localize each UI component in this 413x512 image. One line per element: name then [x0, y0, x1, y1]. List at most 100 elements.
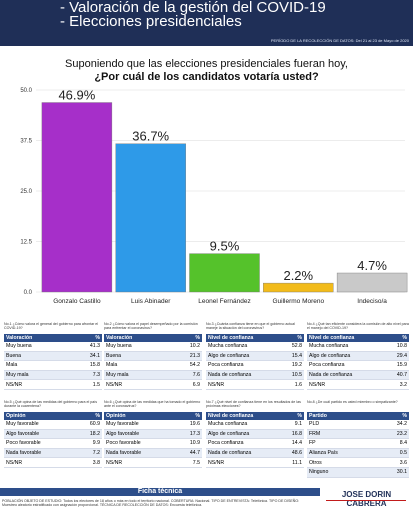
table-cell-label: Buena	[4, 351, 71, 362]
y-tick-label: 0.0	[24, 290, 33, 296]
table-cell-value: 15.8	[70, 360, 102, 371]
table-cell-value: 41.3	[70, 342, 102, 352]
table-row: Muy favorable 60.9	[4, 420, 102, 430]
table-cell-value: 48.6	[282, 448, 304, 459]
bar-value-label: 36.7%	[132, 129, 169, 144]
table-cell-value: 9.1	[282, 420, 304, 430]
table-question-note: No.6 ¿Qué opina de las medidas que ha to…	[104, 400, 201, 409]
table-row: Nada favorable 7.2	[4, 448, 102, 459]
bar	[263, 282, 334, 293]
table-cell-value: 54.2	[170, 360, 202, 371]
table-cell-label: Mala	[104, 360, 171, 371]
table-cell-label: Mucha confianza	[206, 420, 283, 430]
table-cell-label: Muy buena	[4, 342, 71, 352]
y-tick-label: 12.5	[20, 240, 32, 246]
table-row: Ninguno 30.1	[307, 467, 409, 478]
bar	[189, 253, 260, 293]
table-row: Mala 54.2	[104, 360, 202, 371]
table-row: NS/NR 1.5	[4, 379, 102, 390]
table-cell-value: 52.8	[282, 342, 304, 352]
bar-category-label: Gonzalo Castillo	[53, 298, 101, 305]
header-banner: - Valoración de la gestión del COVID-19 …	[0, 0, 413, 46]
table-cell-value: 16.8	[282, 429, 304, 440]
table-cell-label: Buena	[104, 351, 171, 362]
table-cell-label: Poca confianza	[206, 360, 283, 371]
table-row: Poca confianza 14.4	[206, 438, 304, 449]
table-cell-value: 1.5	[70, 379, 102, 390]
table-question-note: No.5 ¿Qué opina de las medidas del gobie…	[4, 400, 98, 409]
survey-table: Opinión% Muy favorable 19.6 Algo favorable 1…	[104, 412, 202, 468]
table-cell-label: NS/NR	[4, 457, 77, 468]
question-line1: Suponiendo que las elecciones presidenci…	[65, 58, 348, 70]
y-tick-label: 37.5	[20, 139, 32, 145]
table-cell-value: 7.2	[76, 448, 102, 459]
table-cell-label: Algo favorable	[104, 429, 177, 440]
table-cell-value: 19.2	[282, 360, 304, 371]
table-cell-value: 7.5	[176, 457, 202, 468]
table-cell-label: Muy mala	[104, 370, 171, 381]
table-cell-label: Mala	[4, 360, 71, 371]
table-header-cell: %	[386, 334, 409, 342]
header-title-line1: - Valoración de la gestión del COVID-19	[60, 0, 326, 16]
table-cell-label: Nada favorable	[4, 448, 77, 459]
table-header-cell: Nivel de confianza	[307, 334, 387, 342]
vote-intention-bar-chart: 50.0 37.5 25.0 12.5 0.0 46.9% Gonzalo Castillo…	[20, 88, 408, 305]
table-cell-label: FP	[307, 438, 379, 449]
table-cell-value: 3.2	[386, 379, 409, 390]
table-cell-value: 14.4	[282, 438, 304, 449]
table-row: Algo de confianza 29.4	[307, 351, 409, 362]
table-row: PLD 34.2	[307, 420, 409, 430]
table-cell-label: Muy mala	[4, 370, 71, 381]
table-cell-value: 7.3	[70, 370, 102, 381]
table-row: Muy buena 41.3	[4, 342, 102, 352]
table-cell-value: 19.6	[176, 420, 202, 430]
brand-underline	[326, 500, 406, 501]
table-cell-value: 3.8	[76, 457, 102, 468]
table-row: Buena 34.1	[4, 351, 102, 362]
table-cell-label: Algo de confianza	[206, 429, 283, 440]
table-row: Mala 15.8	[4, 360, 102, 371]
table-header-cell: Valoración	[104, 334, 171, 342]
survey-table: Partido% PLD 34.2 FRM 23.2 FP 8.4 Alianza País 0…	[307, 412, 409, 478]
table-cell-label: NS/NR	[4, 379, 71, 390]
table-cell-value: 29.4	[386, 351, 409, 362]
table-header-cell: %	[170, 334, 202, 342]
table-header-cell: %	[70, 334, 102, 342]
table-cell-label: Otros	[307, 457, 379, 468]
table-cell-value: 7.6	[170, 370, 202, 381]
bar-category-label: Luis Abinader	[131, 298, 171, 305]
table-row: Muy mala 7.3	[4, 370, 102, 381]
table-cell-label: PLD	[307, 420, 379, 430]
survey-table: Valoración% Muy buena 10.2 Buena 21.3 Mala 54.…	[104, 334, 202, 390]
table-cell-value: 10.9	[176, 438, 202, 449]
table-row: Nada de confianza 40.7	[307, 370, 409, 381]
table-header-cell: Opinión	[104, 412, 177, 420]
question-line2: ¿Por cuál de los candidatos votaría uste…	[94, 71, 319, 83]
bar	[115, 143, 186, 293]
table-cell-value: 6.9	[170, 379, 202, 390]
table-cell-label: NS/NR	[104, 457, 177, 468]
table-cell-label: Algo de confianza	[307, 351, 387, 362]
table-cell-value: 0.5	[378, 448, 409, 459]
table-row: NS/NR 3.8	[4, 457, 102, 468]
table-row: Mucha confianza 9.1	[206, 420, 304, 430]
table-row: NS/NR 6.9	[104, 379, 202, 390]
table-row: NS/NR 11.1	[206, 457, 304, 468]
table-cell-value: 11.1	[282, 457, 304, 468]
table-cell-value: 34.1	[70, 351, 102, 362]
table-row: FRM 23.2	[307, 429, 409, 440]
table-row: Poco favorable 10.9	[104, 438, 202, 449]
table-cell-value: 15.9	[386, 360, 409, 371]
table-cell-label: Algo favorable	[4, 429, 77, 440]
bar	[41, 102, 113, 293]
table-cell-label: Nada de confianza	[206, 448, 283, 459]
table-cell-label: Muy favorable	[4, 420, 77, 430]
survey-table: Opinión% Muy favorable 60.9 Algo favorable 1…	[4, 412, 102, 468]
table-cell-label: Muy favorable	[104, 420, 177, 430]
table-cell-value: 18.2	[76, 429, 102, 440]
table-row: NS/NR 3.2	[307, 379, 409, 390]
table-row: Nada de confianza 10.5	[206, 370, 304, 381]
survey-table: Nivel de confianza% Mucha confianza 9.1 Alg…	[206, 412, 304, 468]
table-row: Otros 3.6	[307, 457, 409, 468]
survey-table: Valoración% Muy buena 41.3 Buena 34.1 Mala 15.…	[4, 334, 102, 390]
